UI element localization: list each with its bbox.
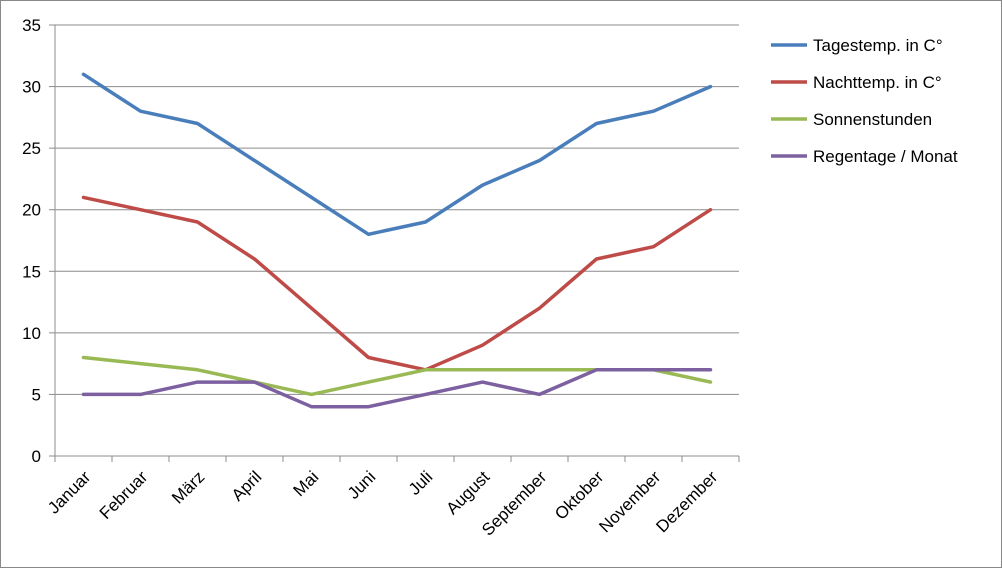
data-point: [311, 406, 312, 408]
x-tick-label: August: [442, 467, 493, 518]
data-point: [710, 209, 711, 211]
x-tick-label: Januar: [44, 467, 94, 517]
data-point: [83, 196, 84, 198]
x-tick-label: März: [168, 467, 208, 507]
data-point: [254, 258, 255, 260]
data-point: [83, 393, 84, 395]
data-point: [482, 184, 483, 186]
series-line-3: [81, 368, 713, 409]
data-point: [140, 209, 141, 211]
data-point: [368, 233, 369, 235]
data-point: [140, 110, 141, 112]
data-point: [482, 344, 483, 346]
data-point: [653, 369, 654, 371]
data-point: [197, 369, 198, 371]
data-point: [539, 160, 540, 161]
x-tick-label: Oktober: [551, 467, 607, 523]
data-point: [425, 221, 426, 223]
gridlines: [55, 24, 739, 395]
data-point: [368, 357, 369, 358]
legend-label: Sonnenstunden: [813, 110, 932, 129]
x-tick-label: Februar: [96, 467, 152, 523]
data-point: [197, 123, 198, 124]
legend: Tagestemp. in C° Nachttemp. in C° Sonnenst…: [771, 36, 958, 166]
legend-label: Tagestemp. in C°: [813, 36, 943, 55]
y-tick-label: 20: [22, 201, 41, 220]
series-line-0: [81, 72, 713, 237]
series-lines: [81, 72, 713, 409]
data-point: [596, 123, 597, 124]
data-point: [83, 357, 84, 358]
y-tick-label: 0: [32, 447, 41, 466]
data-point: [140, 363, 141, 365]
data-point: [425, 393, 426, 395]
y-tick-label: 10: [22, 324, 41, 343]
x-axis-ticks: Januar Februar März April Mai Juni Juli AugustS…: [44, 456, 740, 540]
data-point: [83, 73, 84, 75]
data-point: [254, 381, 255, 383]
data-point: [311, 393, 312, 395]
data-point: [311, 196, 312, 198]
y-tick-label: 25: [22, 139, 41, 158]
data-point: [368, 406, 369, 408]
y-tick-label: 30: [22, 78, 41, 97]
data-point: [710, 86, 711, 88]
data-point: [197, 381, 198, 383]
data-point: [653, 246, 654, 248]
data-point: [596, 258, 597, 260]
data-point: [482, 369, 483, 371]
x-tick-label: April: [228, 467, 265, 504]
data-point: [197, 221, 198, 223]
data-point: [710, 369, 711, 371]
data-point: [710, 381, 711, 383]
y-axis-ticks: 0 5 10 15 20 25 30 35: [22, 16, 55, 466]
data-point: [425, 369, 426, 371]
legend-label: Nachttemp. in C°: [813, 73, 942, 92]
data-point: [539, 307, 540, 309]
x-tick-label: Dezember: [652, 467, 721, 536]
x-tick-label: Mai: [290, 467, 323, 500]
data-point: [311, 307, 312, 309]
y-tick-label: 15: [22, 262, 41, 281]
y-tick-label: 35: [22, 16, 41, 35]
series-line-1: [81, 195, 713, 372]
data-point: [140, 393, 141, 395]
data-point: [482, 381, 483, 383]
y-tick-label: 5: [32, 385, 41, 404]
legend-label: Regentage / Monat: [813, 147, 958, 166]
data-point: [596, 369, 597, 371]
x-tick-label: Juli: [405, 467, 436, 498]
data-point: [539, 369, 540, 371]
data-point: [368, 381, 369, 383]
x-tick-label: Juni: [344, 467, 379, 502]
data-point: [254, 160, 255, 161]
data-point: [539, 393, 540, 395]
data-point: [653, 110, 654, 112]
